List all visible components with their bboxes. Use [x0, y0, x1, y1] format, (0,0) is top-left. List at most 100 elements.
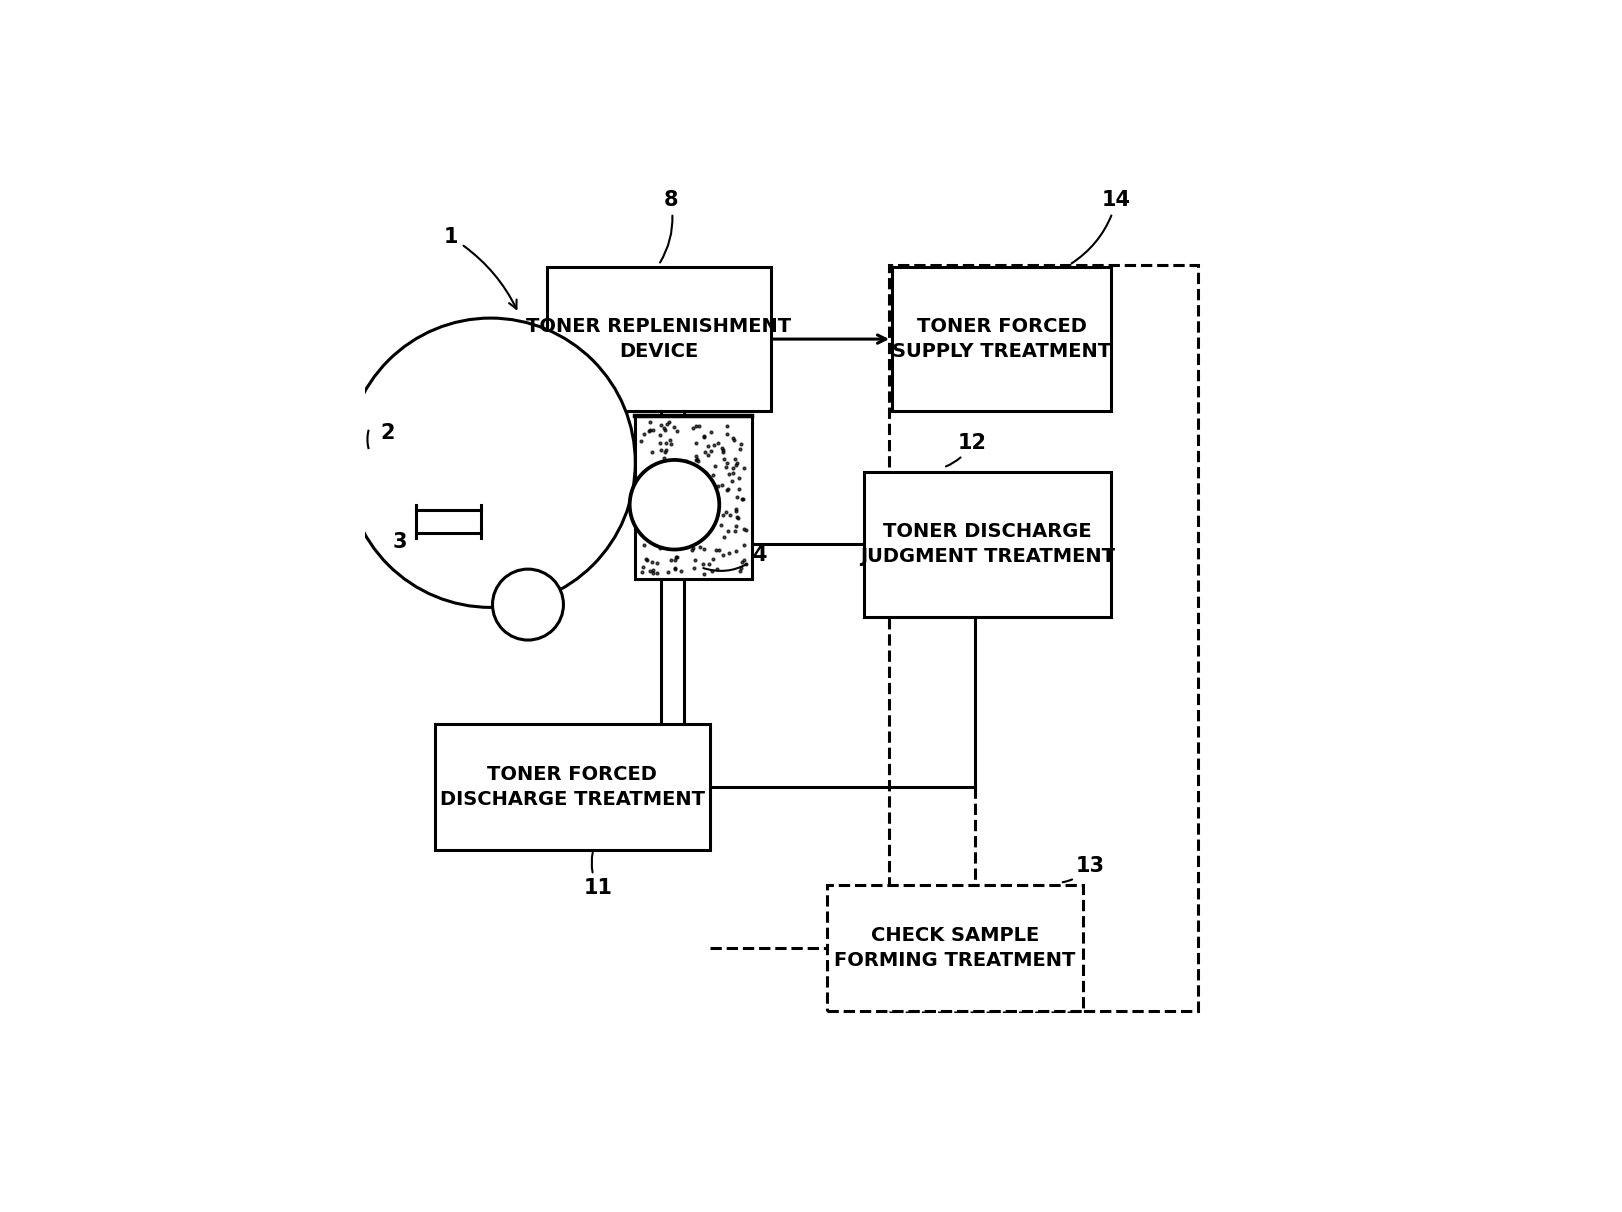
Point	[727, 468, 753, 487]
Point	[681, 527, 707, 547]
Point	[720, 428, 746, 447]
Point	[691, 565, 717, 584]
Point	[652, 433, 678, 452]
Point	[676, 525, 702, 544]
Point	[727, 561, 753, 581]
Point	[693, 442, 719, 462]
Point	[662, 550, 688, 570]
Point	[631, 534, 657, 554]
Point	[728, 440, 754, 459]
Point	[683, 504, 709, 524]
Point	[680, 538, 706, 558]
Point	[684, 481, 710, 501]
Circle shape	[493, 570, 563, 640]
Point	[722, 521, 748, 541]
Point	[652, 459, 678, 479]
Point	[642, 521, 668, 541]
Point	[657, 430, 683, 450]
Point	[652, 442, 678, 462]
Point	[647, 434, 673, 453]
Text: 6: 6	[514, 607, 529, 644]
Point	[637, 561, 663, 581]
Point	[646, 516, 672, 536]
Point	[667, 492, 693, 511]
Point	[715, 480, 741, 499]
Point	[633, 478, 659, 497]
Point	[706, 493, 732, 513]
Point	[642, 478, 668, 497]
Text: 13: 13	[1062, 856, 1105, 882]
Point	[720, 463, 746, 482]
Circle shape	[345, 318, 636, 607]
Point	[701, 465, 727, 485]
Point	[642, 464, 668, 484]
Point	[654, 415, 680, 434]
Point	[662, 417, 688, 436]
Point	[694, 446, 720, 465]
Point	[665, 422, 691, 441]
Bar	[435, 724, 710, 850]
Point	[649, 416, 675, 435]
Point	[728, 434, 754, 453]
Point	[629, 469, 655, 488]
Point	[696, 481, 722, 501]
Point	[710, 442, 736, 462]
Point	[715, 424, 741, 444]
Text: TONER FORCED
SUPPLY TREATMENT: TONER FORCED SUPPLY TREATMENT	[892, 318, 1111, 361]
Point	[697, 422, 723, 441]
Text: TONER FORCED
DISCHARGE TREATMENT: TONER FORCED DISCHARGE TREATMENT	[440, 765, 706, 810]
Point	[706, 476, 732, 496]
Point	[654, 492, 680, 511]
Point	[702, 541, 728, 560]
Point	[710, 440, 736, 459]
Point	[686, 538, 712, 558]
Point	[662, 560, 688, 579]
Point	[704, 559, 730, 578]
Point	[644, 471, 670, 491]
Bar	[827, 886, 1083, 1012]
Point	[654, 467, 680, 486]
Point	[633, 468, 659, 487]
Point	[634, 465, 660, 485]
Point	[717, 505, 743, 525]
Point	[665, 457, 691, 476]
Point	[672, 486, 697, 505]
Point	[709, 515, 735, 534]
Point	[642, 458, 668, 478]
Point	[691, 428, 717, 447]
Point	[680, 539, 706, 559]
Point	[720, 470, 746, 490]
Point	[681, 550, 707, 570]
Point	[728, 490, 754, 509]
Point	[657, 504, 683, 524]
Point	[725, 487, 751, 507]
Point	[659, 434, 684, 453]
Point	[639, 442, 665, 462]
Point	[681, 558, 707, 577]
Point	[720, 458, 746, 478]
Point	[723, 454, 749, 474]
Point	[683, 434, 709, 453]
Point	[639, 551, 665, 571]
Point	[662, 463, 688, 482]
Text: 4: 4	[704, 544, 767, 571]
Point	[654, 441, 680, 461]
Point	[647, 425, 673, 445]
Point	[732, 550, 757, 570]
Point	[667, 505, 693, 525]
Point	[673, 465, 699, 485]
Point	[628, 501, 654, 520]
Point	[684, 526, 710, 545]
Point	[696, 554, 722, 573]
Point	[712, 527, 738, 547]
Point	[639, 562, 665, 582]
Point	[723, 516, 749, 536]
Point	[709, 439, 735, 458]
Point	[710, 448, 736, 468]
Text: 12: 12	[946, 433, 986, 467]
Point	[684, 450, 710, 469]
Point	[710, 505, 736, 525]
Text: 14: 14	[1072, 190, 1131, 263]
Point	[660, 515, 686, 534]
Point	[678, 474, 704, 493]
